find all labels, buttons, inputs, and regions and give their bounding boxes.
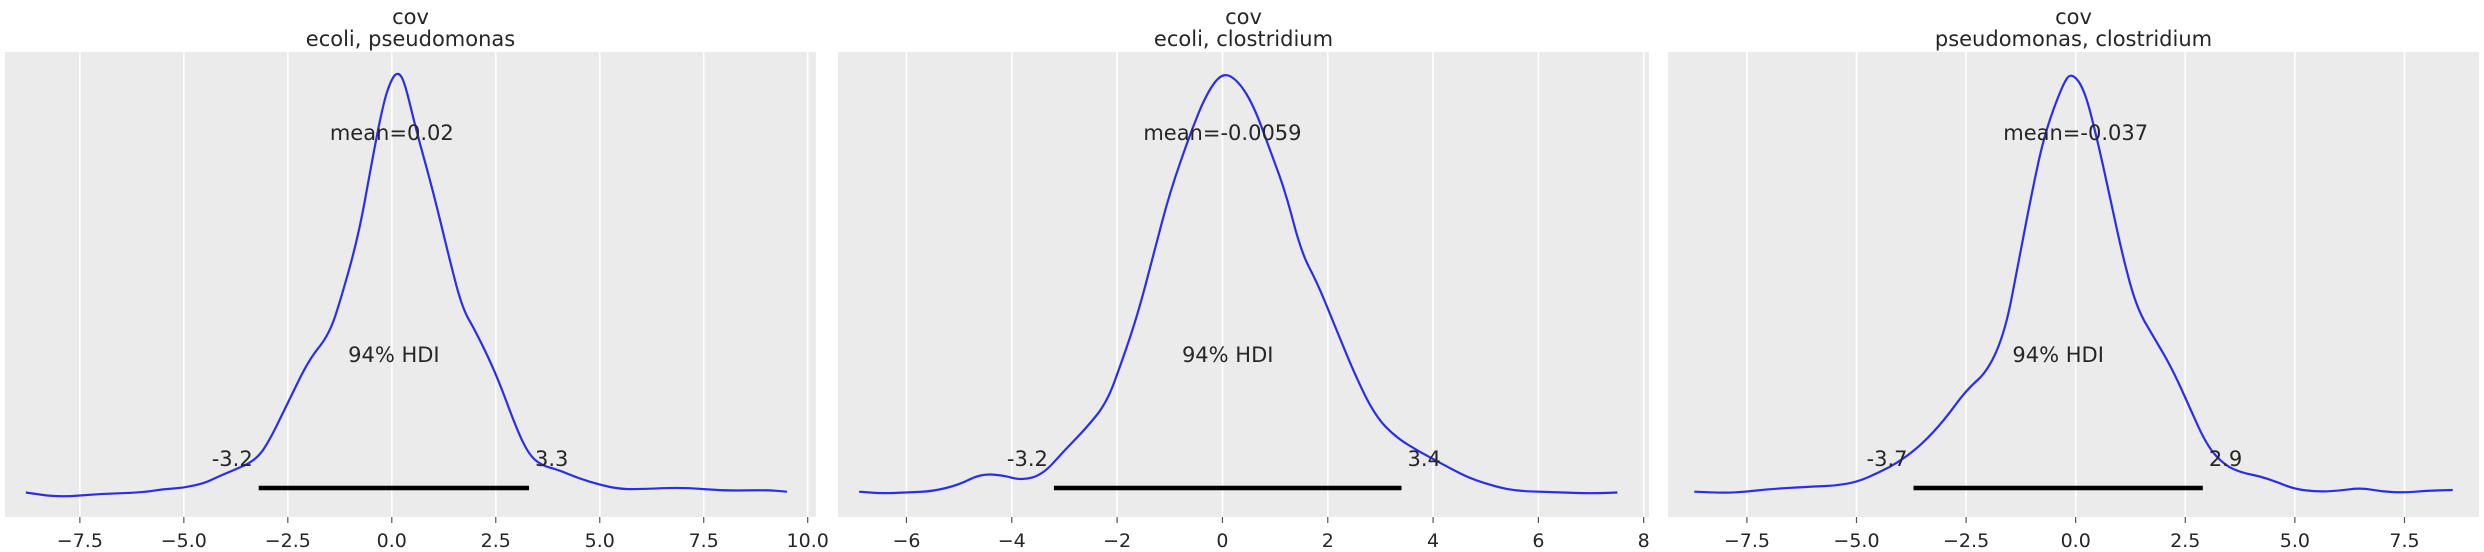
x-tick-label: 4 xyxy=(1427,530,1439,552)
x-tick-label: 5.0 xyxy=(585,530,615,552)
panel-title: cov xyxy=(1225,5,1262,29)
x-tick-label: −2 xyxy=(1103,530,1131,552)
x-tick-label: 0.0 xyxy=(377,530,407,552)
panel-title: cov xyxy=(2055,5,2092,29)
plot-area xyxy=(5,52,816,517)
x-tick-label: 10.0 xyxy=(787,530,829,552)
mean-label: mean=-0.037 xyxy=(2003,121,2148,145)
x-tick-label: 2.5 xyxy=(481,530,511,552)
x-tick-label: 2 xyxy=(1322,530,1334,552)
x-tick-label: −5.0 xyxy=(1833,530,1879,552)
hdi-label: 94% HDI xyxy=(1182,343,1274,367)
panel-subtitle: ecoli, pseudomonas xyxy=(306,27,515,51)
x-tick-label: −7.5 xyxy=(1724,530,1770,552)
x-tick-label: 5.0 xyxy=(2280,530,2310,552)
plot-area xyxy=(838,52,1649,517)
gridlines xyxy=(905,52,1645,517)
panel-title: cov xyxy=(392,5,429,29)
x-tick-label: 0 xyxy=(1216,530,1228,552)
x-tick-label: 7.5 xyxy=(2389,530,2419,552)
x-tick-label: −2.5 xyxy=(265,530,311,552)
x-axis-ticks: −7.5 −5.0 −2.5 0.0 2.5 5.0 7.5 xyxy=(1724,517,2420,552)
gridlines xyxy=(79,52,809,517)
hdi-high-label: 2.9 xyxy=(2209,447,2242,471)
x-tick-label: 8 xyxy=(1638,530,1650,552)
plot-area xyxy=(1668,52,2479,517)
hdi-label: 94% HDI xyxy=(2012,343,2104,367)
gridlines xyxy=(1746,52,2406,517)
mean-label: mean=-0.0059 xyxy=(1143,121,1301,145)
kde-curve xyxy=(1694,74,2453,494)
hdi-high-label: 3.4 xyxy=(1407,447,1440,471)
hdi-low-label: -3.2 xyxy=(212,447,253,471)
x-tick-label: 6 xyxy=(1532,530,1544,552)
x-tick-label: −2.5 xyxy=(1943,530,1989,552)
x-tick-label: 0.0 xyxy=(2061,530,2091,552)
x-tick-label: −5.0 xyxy=(161,530,207,552)
panel-subtitle: ecoli, clostridium xyxy=(1154,27,1333,51)
hdi-high-label: 3.3 xyxy=(535,447,568,471)
panel-pseudomonas-clostridium: cov pseudomonas, clostridium mean=-0.037… xyxy=(1668,5,2479,552)
hdi-low-label: -3.2 xyxy=(1007,447,1048,471)
hdi-label: 94% HDI xyxy=(348,343,440,367)
panel-ecoli-clostridium: cov ecoli, clostridium mean=-0.0059 94% … xyxy=(838,5,1650,552)
x-tick-label: 7.5 xyxy=(689,530,719,552)
hdi-low-label: -3.7 xyxy=(1867,447,1908,471)
x-axis-ticks: −7.5 −5.0 −2.5 0.0 2.5 5.0 7.5 10.0 xyxy=(57,517,829,552)
mean-label: mean=0.02 xyxy=(330,121,454,145)
x-tick-label: −4 xyxy=(998,530,1026,552)
panel-subtitle: pseudomonas, clostridium xyxy=(1935,27,2212,51)
x-tick-label: −6 xyxy=(892,530,920,552)
x-axis-ticks: −6 −4 −2 0 2 4 6 8 xyxy=(892,517,1650,552)
kde-curve xyxy=(859,73,1618,495)
x-tick-label: −7.5 xyxy=(57,530,103,552)
kde-curve xyxy=(25,72,787,498)
panel-ecoli-pseudomonas: cov ecoli, pseudomonas mean=0.02 94% HDI… xyxy=(5,5,829,552)
x-tick-label: 2.5 xyxy=(2170,530,2200,552)
